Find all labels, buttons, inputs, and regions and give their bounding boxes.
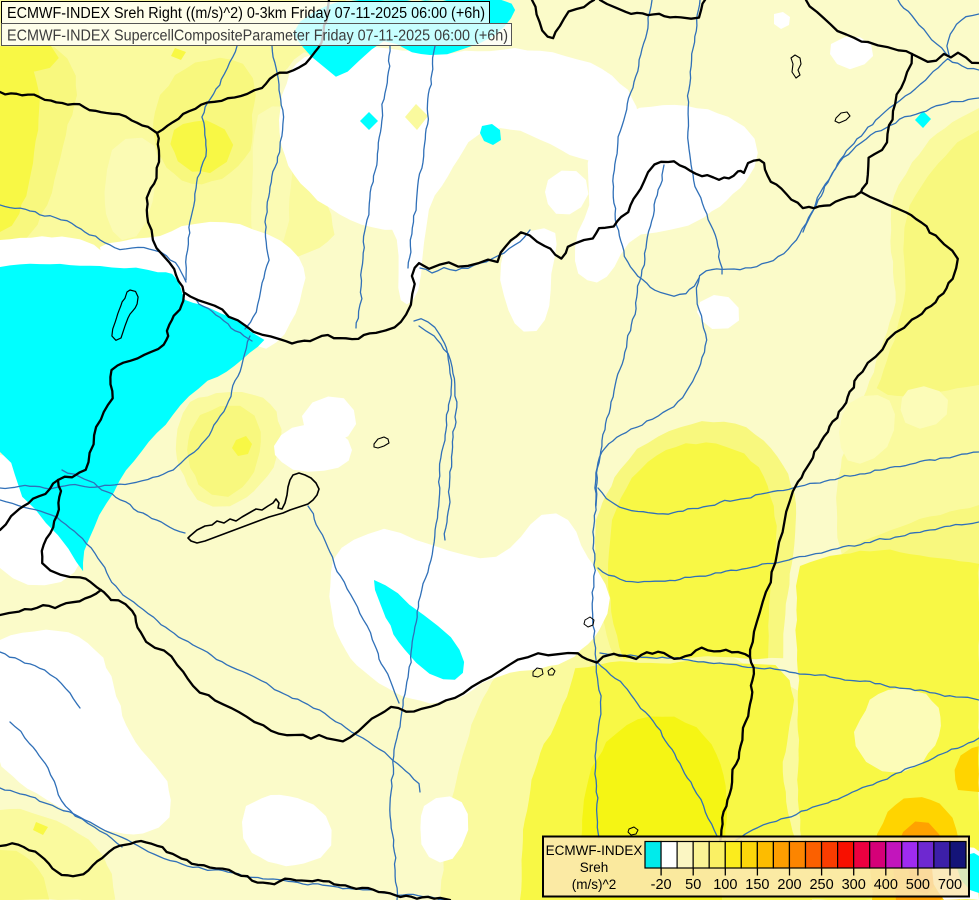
svg-text:(m/s)^2: (m/s)^2 bbox=[572, 877, 617, 892]
svg-text:150: 150 bbox=[745, 877, 769, 893]
svg-text:50: 50 bbox=[685, 877, 701, 893]
svg-text:ECMWF-INDEX Sreh Right ((m/s)^: ECMWF-INDEX Sreh Right ((m/s)^2) 0-3km F… bbox=[7, 5, 485, 22]
svg-text:500: 500 bbox=[906, 877, 930, 893]
svg-text:700: 700 bbox=[938, 877, 962, 893]
svg-text:ECMWF-INDEX SupercellComposite: ECMWF-INDEX SupercellCompositeParameter … bbox=[7, 28, 508, 45]
svg-text:200: 200 bbox=[777, 877, 801, 893]
svg-text:400: 400 bbox=[874, 877, 898, 893]
svg-text:ECMWF-INDEX: ECMWF-INDEX bbox=[546, 843, 643, 858]
svg-text:250: 250 bbox=[809, 877, 833, 893]
svg-text:Sreh: Sreh bbox=[580, 860, 609, 875]
svg-text:300: 300 bbox=[842, 877, 866, 893]
svg-text:-20: -20 bbox=[651, 877, 672, 893]
svg-text:100: 100 bbox=[713, 877, 737, 893]
